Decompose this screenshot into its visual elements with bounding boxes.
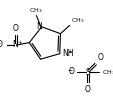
Text: +: + <box>17 40 22 45</box>
Text: O: O <box>68 67 74 76</box>
Text: O: O <box>0 40 2 49</box>
Text: O: O <box>97 53 102 62</box>
Text: +: + <box>67 49 71 54</box>
Text: O: O <box>84 85 90 94</box>
Text: CH$_3$: CH$_3$ <box>70 16 83 25</box>
Text: −: − <box>66 67 72 72</box>
Text: CH$_3$: CH$_3$ <box>101 68 113 77</box>
Text: N: N <box>36 22 42 31</box>
Text: N: N <box>12 40 18 49</box>
Text: NH: NH <box>62 49 73 58</box>
Text: O: O <box>13 24 18 33</box>
Text: S: S <box>85 68 89 77</box>
Text: CH$_3$: CH$_3$ <box>28 6 42 15</box>
